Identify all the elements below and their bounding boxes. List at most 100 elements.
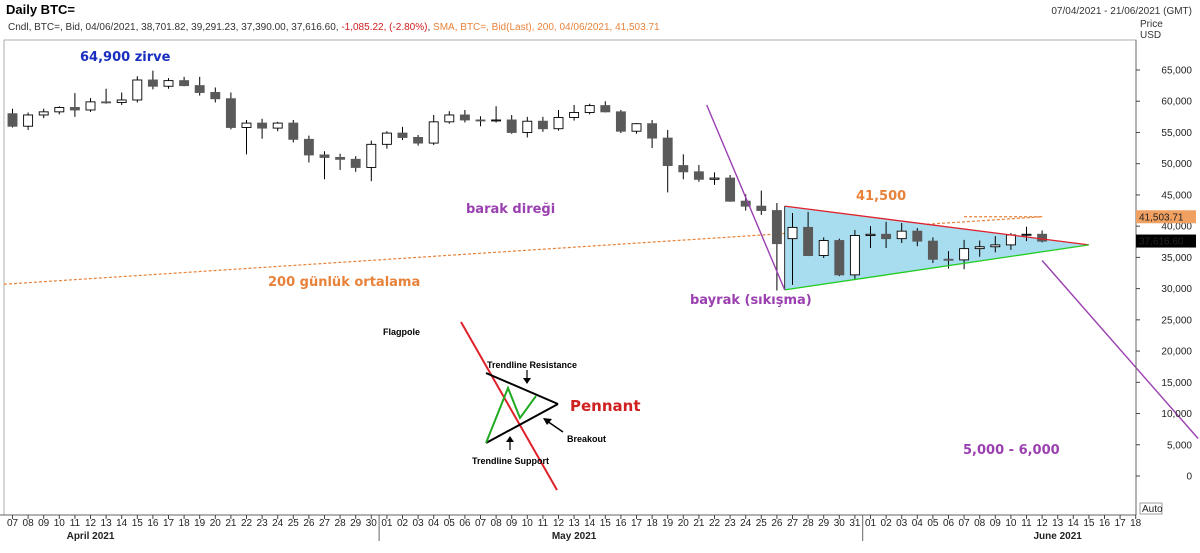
candle-body-down — [1037, 233, 1048, 242]
candle-body-up — [974, 246, 985, 250]
subtitle-sma: SMA, BTC=, Bid(Last), 200, 04/06/2021, 4… — [433, 22, 660, 33]
inset-resistance-arrowhead — [523, 378, 531, 384]
inset-flagpole-label: Flagpole — [383, 327, 420, 337]
candle — [662, 129, 673, 193]
candle — [179, 76, 190, 87]
candle-body-down — [647, 123, 658, 139]
annotation-pennant: bayrak (sıkışma) — [690, 293, 812, 308]
candle-body-down — [147, 79, 158, 87]
x-tick-label: 27 — [787, 518, 799, 529]
x-tick-label: 23 — [257, 518, 269, 529]
subtitle-change: -1,085.22, (-2.80%) — [341, 22, 427, 33]
x-tick-label: 03 — [413, 518, 425, 529]
x-tick-label: 23 — [725, 518, 737, 529]
candle — [927, 237, 938, 264]
candle-body-down — [225, 98, 236, 128]
candle-body-down — [459, 114, 470, 121]
candle-body-down — [475, 119, 486, 122]
annotation-peak: 64,900 zirve — [80, 50, 171, 65]
x-tick-label: 10 — [1005, 518, 1017, 529]
candle — [194, 76, 205, 96]
inset-support-arrowhead — [506, 436, 514, 442]
candle-body-up — [631, 123, 642, 132]
y-tick-label: 45,000 — [1161, 190, 1192, 201]
candle-body-down — [615, 111, 626, 132]
candle — [725, 174, 736, 202]
candle-body-up — [272, 122, 283, 129]
candle — [569, 104, 580, 121]
candle — [69, 93, 80, 117]
x-tick-label: 09 — [38, 518, 50, 529]
candle-body-down — [881, 233, 892, 240]
candle — [834, 238, 845, 277]
candle — [85, 98, 96, 112]
plot-area — [3, 39, 1137, 516]
candle — [38, 108, 49, 119]
candle — [210, 87, 221, 103]
x-tick-label: 14 — [584, 518, 596, 529]
x-tick-label: 25 — [756, 518, 768, 529]
x-tick-label: 16 — [1099, 518, 1111, 529]
axis-label-price: Price — [1140, 19, 1163, 30]
candle — [475, 116, 486, 127]
candle-body-up — [132, 79, 143, 101]
candle — [990, 236, 1001, 253]
candle-body-down — [943, 258, 954, 261]
auto-button[interactable]: Auto — [1139, 502, 1163, 515]
candle — [896, 223, 907, 244]
pennant-resistance-line — [784, 205, 1089, 246]
y-tick-label: 15,000 — [1161, 378, 1192, 389]
subtitle-ohlc: Cndl, BTC=, Bid, 04/06/2021, 38,701.82, … — [8, 22, 341, 33]
axis-label-currency: USD — [1140, 30, 1161, 41]
candle-body-up — [85, 101, 96, 111]
candle-body-down — [834, 240, 845, 276]
x-tick-label: 25 — [288, 518, 300, 529]
candle — [506, 114, 517, 134]
y-tick-label: 10,000 — [1161, 409, 1192, 420]
chart-subtitle: Cndl, BTC=, Bid, 04/06/2021, 38,701.82, … — [8, 22, 660, 33]
annotation-level: 41,500 — [856, 189, 906, 204]
candle-body-down — [678, 165, 689, 173]
x-tick-label: 21 — [693, 518, 705, 529]
candle-body-up — [787, 226, 798, 240]
x-tick-label: 08 — [23, 518, 35, 529]
candle — [241, 119, 252, 155]
candle — [303, 135, 314, 163]
inset-breakout-arrowhead — [543, 418, 552, 425]
x-tick-label: 15 — [1083, 518, 1095, 529]
candle — [756, 190, 767, 215]
candle — [257, 118, 268, 139]
x-tick-label: 22 — [241, 518, 253, 529]
candle-body-down — [179, 80, 190, 87]
candle-body-up — [54, 107, 65, 113]
candle-body-down — [771, 210, 782, 245]
x-tick-label: 17 — [1115, 518, 1127, 529]
x-tick-label: 01 — [381, 518, 393, 529]
x-tick-label: 20 — [678, 518, 690, 529]
candle-body-down — [69, 107, 80, 111]
flagpole-line — [706, 104, 786, 291]
x-tick-label: 08 — [974, 518, 986, 529]
candle — [553, 109, 564, 131]
x-tick-label: 11 — [1021, 518, 1032, 529]
candle-body-down — [319, 154, 330, 158]
y-tick-label: 60,000 — [1161, 97, 1192, 108]
candle-body-down — [397, 132, 408, 138]
candle-body-up — [241, 122, 252, 128]
y-tick-label: 35,000 — [1161, 253, 1192, 264]
candle-body-up — [959, 248, 970, 261]
inset-green-zigzag — [485, 385, 537, 444]
x-tick-label: 17 — [631, 518, 643, 529]
x-tick-label: 03 — [896, 518, 908, 529]
x-tick-label: 18 — [179, 518, 191, 529]
last-price-badge: 37,616.60 — [1136, 234, 1196, 248]
candle-body-down — [101, 101, 112, 104]
candle-body-up — [865, 233, 876, 236]
candle — [54, 106, 65, 115]
candle-body-down — [413, 137, 424, 144]
candle-body-down — [693, 171, 704, 180]
candle-body-down — [803, 226, 814, 256]
candle — [381, 131, 392, 149]
x-tick-label: 22 — [709, 518, 721, 529]
